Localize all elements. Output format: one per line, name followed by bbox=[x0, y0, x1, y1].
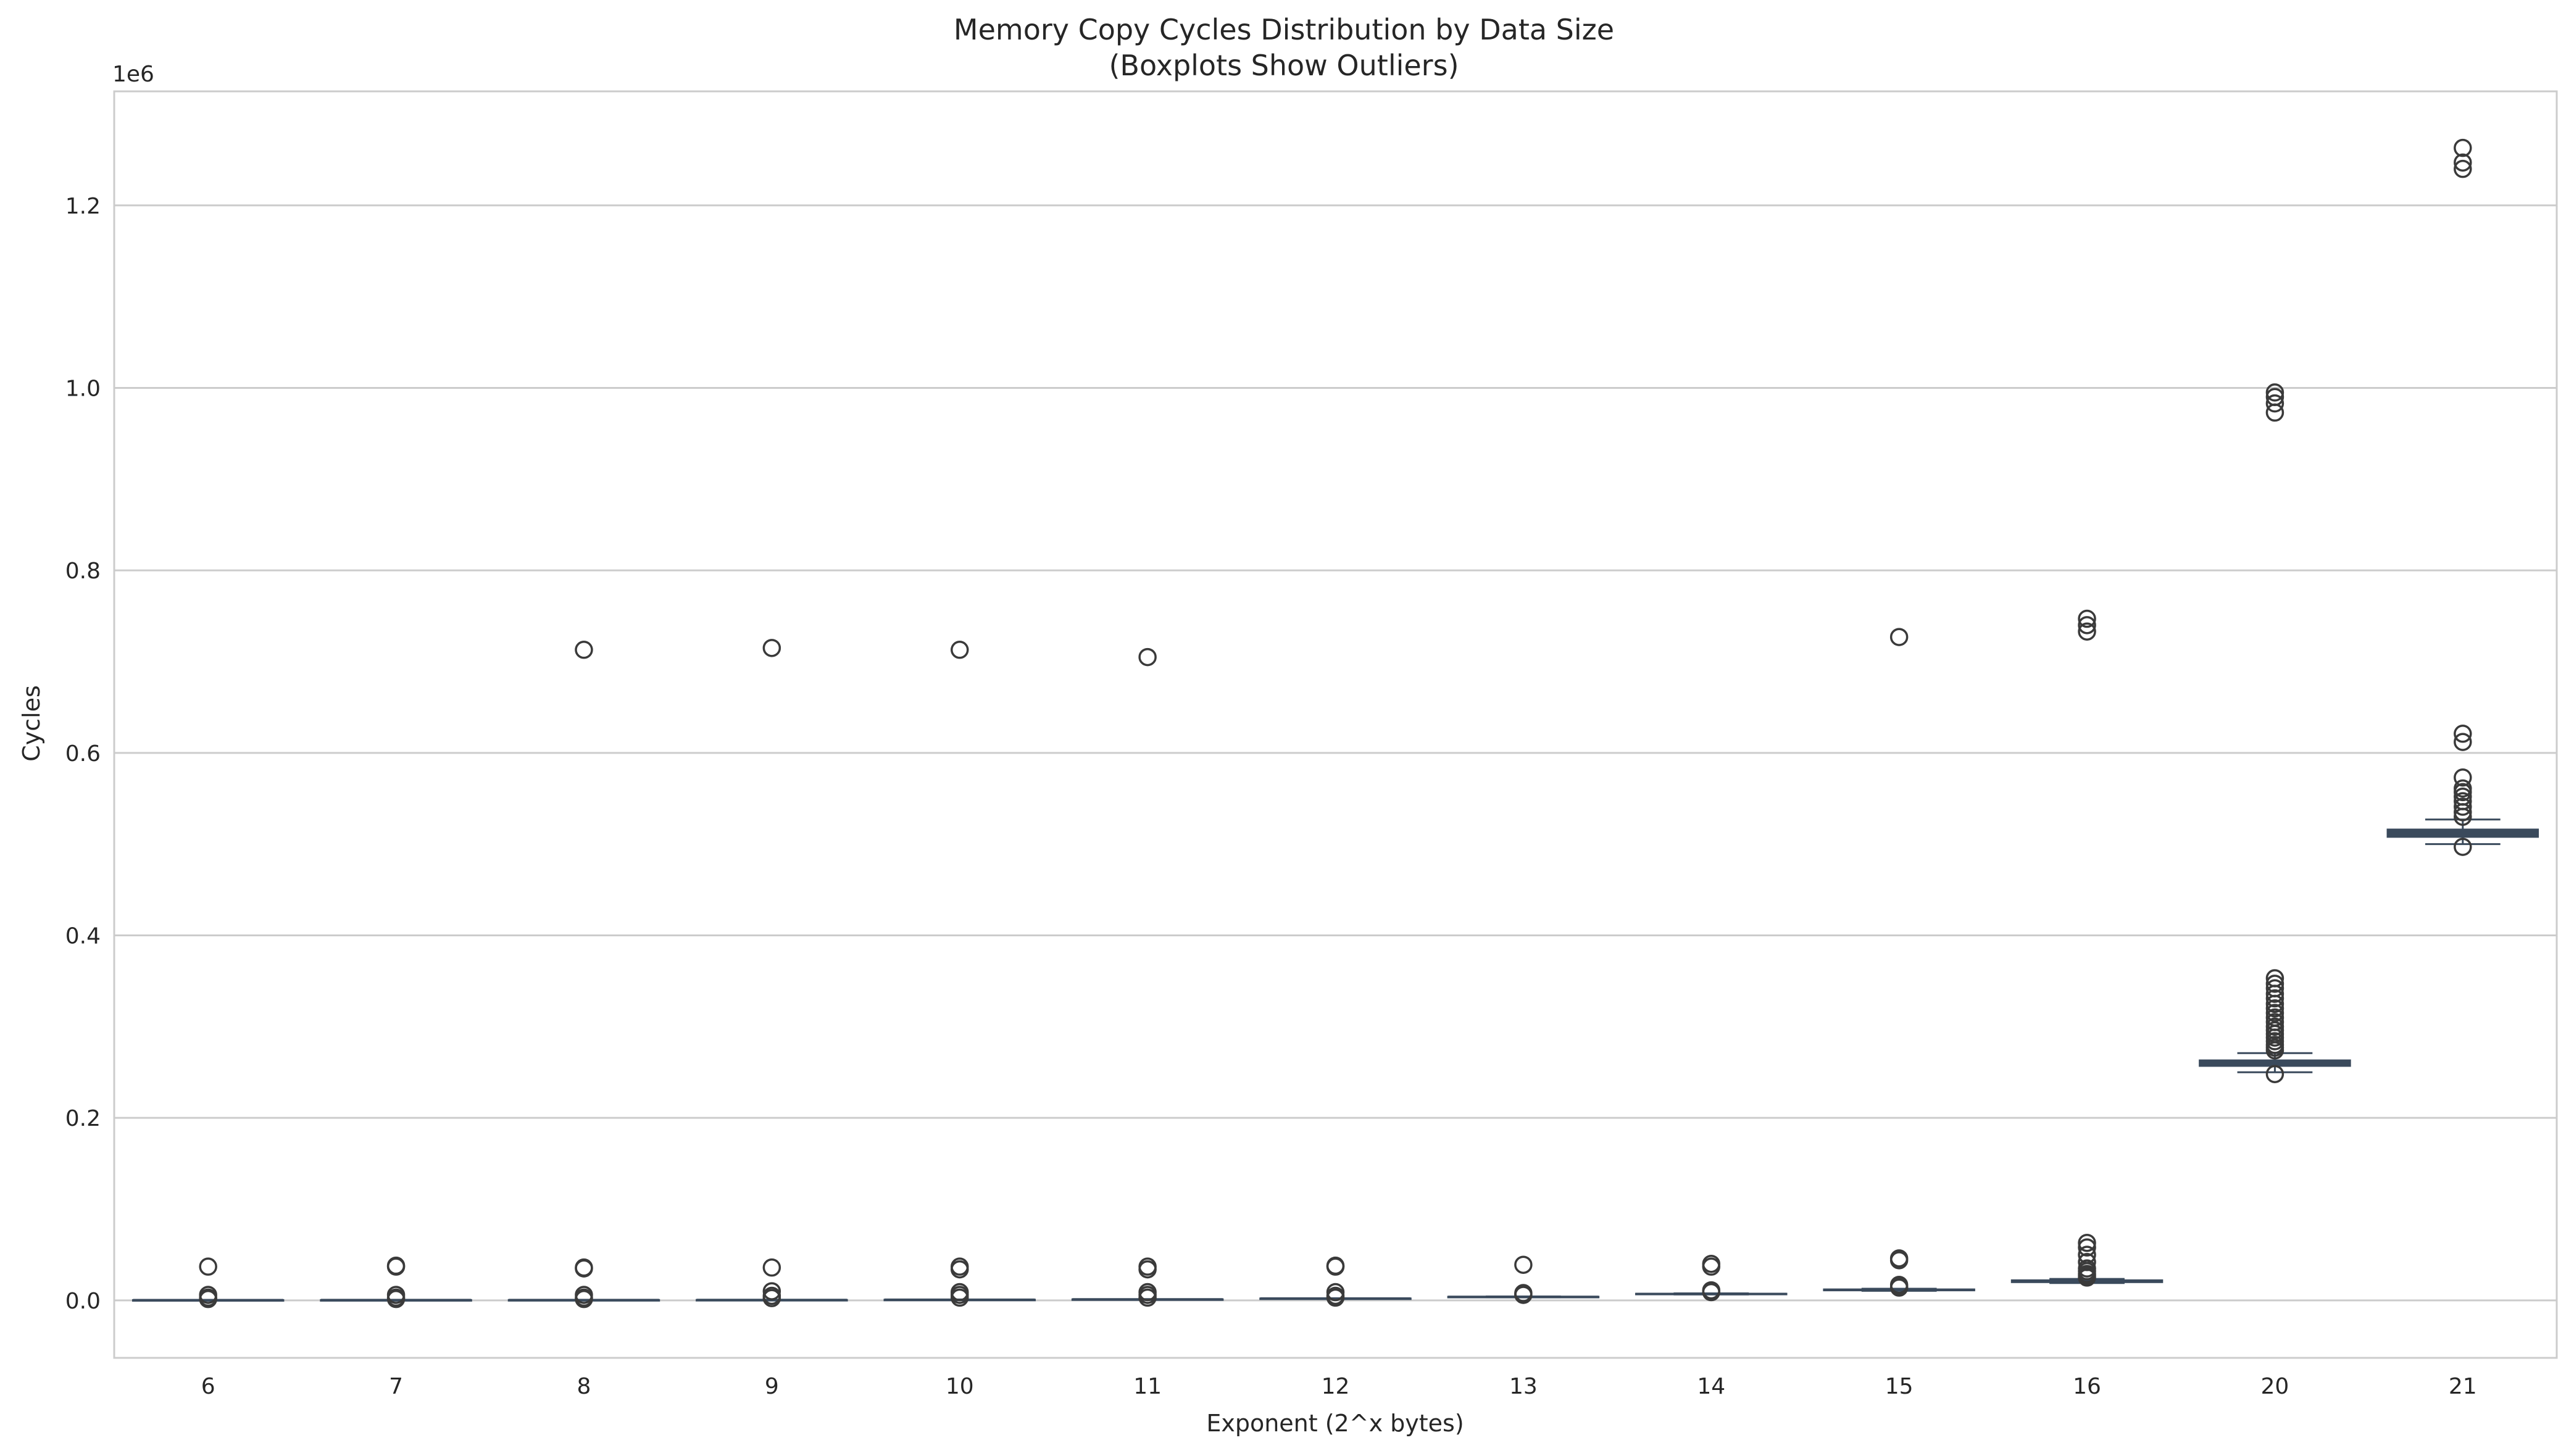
outlier-point bbox=[2454, 838, 2472, 856]
boxplot-21 bbox=[2386, 138, 2539, 856]
outlier-point bbox=[1326, 1257, 1345, 1276]
outlier-point bbox=[1138, 1260, 1157, 1279]
x-axis-label: Exponent (2^x bytes) bbox=[1206, 1410, 1464, 1437]
outlier-point bbox=[2265, 999, 2285, 1018]
outlier-point bbox=[386, 1257, 406, 1276]
outlier-point bbox=[950, 1288, 969, 1307]
x-tick-label: 20 bbox=[2261, 1374, 2289, 1399]
outlier-point bbox=[386, 1289, 406, 1308]
boxplot-9 bbox=[696, 639, 848, 1307]
outlier-point bbox=[575, 1259, 593, 1278]
x-tick-label: 7 bbox=[389, 1374, 403, 1399]
y-axis-label: Cycles bbox=[18, 685, 45, 762]
outlier-point bbox=[2454, 153, 2472, 172]
outlier-point bbox=[1138, 1288, 1157, 1307]
outlier-point bbox=[2265, 394, 2285, 413]
outlier-point bbox=[1138, 647, 1157, 667]
outlier-point bbox=[2265, 1065, 2285, 1083]
outlier-point bbox=[2265, 984, 2285, 1003]
outlier-point bbox=[1889, 1251, 1909, 1270]
outlier-point bbox=[2265, 989, 2285, 1008]
outlier-point bbox=[2078, 616, 2096, 634]
outlier-point bbox=[199, 1289, 217, 1308]
outlier-point bbox=[1326, 1288, 1345, 1307]
outlier-point bbox=[575, 1289, 593, 1308]
outlier-point bbox=[199, 1257, 217, 1276]
x-tick-label: 9 bbox=[765, 1374, 779, 1399]
outlier-point bbox=[762, 1282, 781, 1300]
boxplot-8 bbox=[507, 641, 660, 1308]
outlier-point bbox=[1702, 1283, 1721, 1302]
outlier-point bbox=[1889, 628, 1909, 646]
outlier-point bbox=[762, 1258, 781, 1277]
outlier-point bbox=[2078, 609, 2096, 628]
y-tick-label: 1.0 bbox=[65, 376, 101, 401]
chart-title: Memory Copy Cycles Distribution by Data … bbox=[954, 13, 1614, 46]
outlier-point bbox=[2078, 1233, 2096, 1252]
outlier-point bbox=[1514, 1255, 1533, 1274]
outlier-point bbox=[2265, 1041, 2285, 1060]
boxplot-10 bbox=[883, 641, 1036, 1307]
boxplots bbox=[131, 138, 2539, 1308]
x-tick-label: 16 bbox=[2073, 1374, 2101, 1399]
outlier-point bbox=[762, 639, 781, 657]
outlier-point bbox=[2078, 622, 2096, 641]
outlier-point bbox=[2265, 994, 2285, 1013]
boxplot-11 bbox=[1071, 647, 1224, 1307]
boxplot-13 bbox=[1447, 1255, 1600, 1304]
outlier-point bbox=[2454, 768, 2472, 787]
outlier-point bbox=[2454, 797, 2472, 816]
outlier-point bbox=[2454, 807, 2472, 826]
x-tick-label: 12 bbox=[1322, 1374, 1350, 1399]
outlier-point bbox=[2454, 783, 2472, 802]
grid-lines bbox=[114, 204, 2557, 1302]
y-tick-label: 1.2 bbox=[65, 194, 101, 219]
y-tick-label: 0.0 bbox=[65, 1289, 101, 1314]
y-offset-label: 1e6 bbox=[112, 62, 154, 87]
outlier-point bbox=[2454, 725, 2472, 743]
outlier-point bbox=[2454, 159, 2472, 178]
y-tick-label: 0.2 bbox=[65, 1106, 101, 1131]
outlier-point bbox=[1514, 1286, 1533, 1304]
outlier-point bbox=[762, 1289, 781, 1307]
x-tick-label: 8 bbox=[577, 1374, 591, 1399]
chart-subtitle: (Boxplots Show Outliers) bbox=[1109, 49, 1459, 82]
outlier-point bbox=[1889, 1278, 1909, 1297]
x-tick-label: 13 bbox=[1509, 1374, 1538, 1399]
outlier-point bbox=[950, 641, 969, 659]
y-tick-label: 0.8 bbox=[65, 559, 101, 584]
x-tick-label: 21 bbox=[2449, 1374, 2477, 1399]
y-tick-labels: 0.0 0.2 0.4 0.6 0.8 1.0 1.2 bbox=[65, 194, 101, 1314]
boxplot-15 bbox=[1823, 628, 1975, 1297]
x-tick-label: 11 bbox=[1133, 1374, 1162, 1399]
outlier-point bbox=[2265, 1004, 2285, 1022]
x-tick-labels: 6 7 8 9 10 11 12 13 14 15 16 20 21 bbox=[201, 1374, 2477, 1399]
outlier-point bbox=[2078, 1268, 2096, 1287]
outlier-point bbox=[2454, 803, 2472, 822]
boxplot-6 bbox=[131, 1257, 285, 1308]
y-tick-label: 0.4 bbox=[65, 924, 101, 949]
outlier-point bbox=[575, 641, 593, 659]
outlier-point bbox=[2454, 733, 2472, 751]
outlier-point bbox=[2265, 383, 2285, 402]
outlier-point bbox=[950, 1260, 969, 1279]
x-tick-label: 14 bbox=[1697, 1374, 1725, 1399]
outlier-point bbox=[2265, 403, 2285, 422]
outlier-point bbox=[1702, 1257, 1721, 1276]
boxplot-16 bbox=[2010, 609, 2164, 1287]
plot-frame bbox=[113, 90, 2558, 1359]
boxplot-14 bbox=[1635, 1254, 1788, 1302]
x-tick-label: 15 bbox=[1885, 1374, 1914, 1399]
outlier-point bbox=[2454, 138, 2472, 157]
boxplot-7 bbox=[320, 1256, 472, 1308]
y-tick-label: 0.6 bbox=[65, 741, 101, 767]
outlier-point bbox=[2078, 1238, 2096, 1257]
x-tick-label: 6 bbox=[201, 1374, 215, 1399]
boxplot-12 bbox=[1259, 1256, 1412, 1307]
x-tick-label: 10 bbox=[946, 1374, 974, 1399]
boxplot-20 bbox=[2199, 383, 2351, 1083]
outlier-point bbox=[2265, 975, 2285, 993]
